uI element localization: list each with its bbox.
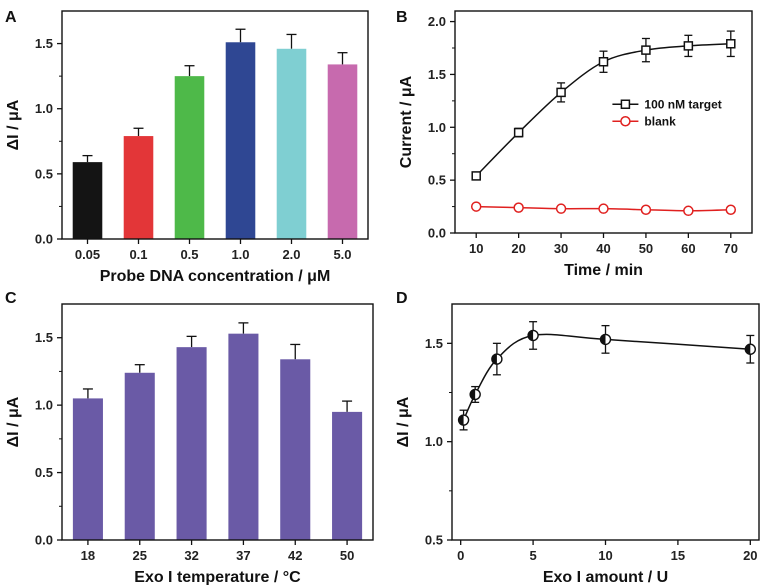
panel-c-bar-1 [124,372,155,540]
panel-d-series-0-point-half-2 [491,354,497,365]
panel-c-bar-3 [228,333,259,540]
panel-d-series-0-point-half-1 [470,389,476,400]
panel-a-bar-4 [276,48,307,240]
panel-a-bar-1 [123,136,154,239]
panel-b-ylabel: Current / μA [398,75,415,168]
panel-d-series-0-point-half-4 [600,334,606,345]
panel-b-ytick-label: 1.0 [428,120,446,135]
panel-b-xtick-label: 70 [724,241,738,256]
panel-d-xlabel: Exo I amount / U [543,569,668,585]
panel-b-series-0-point-1 [513,127,524,138]
panel-d-xtick-label: 5 [529,548,536,563]
panel-b-series-1-point-0 [470,201,482,212]
panel-c-xtick-label: 32 [184,548,198,563]
panel-b-ytick-label: 0.0 [428,226,446,241]
panel-c-bar-5 [332,411,363,540]
panel-b-series-0-point-2 [556,87,566,98]
panel-d-series-0-line [462,333,751,421]
panel-b: B 0.0 0.5 1.0 1.5 2.0 Current / μA 10 20 30 40 50 60… [396,9,753,279]
panel-b-series-0-point-0 [471,171,481,181]
panel-d: D 0.5 1.0 1.5 ΔI / μA 0 5 10 15 20 Exo I amount / … [395,290,760,585]
panel-d-ytick-label: 1.0 [425,434,443,449]
panel-a-ytick-label: 1.5 [35,36,53,51]
panel-b-label: B [396,9,408,26]
panel-b-xtick-label: 10 [469,241,483,256]
panel-a-xtick-label: 0.1 [129,247,147,262]
panel-b-xtick-label: 30 [554,241,568,256]
panel-d-ytick-label: 1.5 [425,336,443,351]
panel-d-frame [451,303,760,541]
panel-b-xtick-label: 40 [596,241,610,256]
panel-d-series-0-point-half-3 [528,330,534,341]
panel-b-series-0-point-5 [683,41,694,51]
panel-a-xtick-label: 0.05 [75,247,100,262]
panel-c: C 0.0 0.5 1.0 1.5 ΔI / μA 18 25 32 37 42 50 Exo I te… [5,290,374,585]
panel-a-xtick-label: 0.5 [180,247,198,262]
panel-c-xtick-label: 50 [340,548,354,563]
panel-c-bar-4 [280,359,311,540]
panel-c-ytick-label: 1.5 [35,330,53,345]
panel-d-xtick-label: 0 [457,548,464,563]
panel-c-bar-2 [176,347,207,540]
panel-b-series-0-point-3 [598,56,609,67]
panel-d-series-0-point-half-5 [745,344,751,355]
panel-b-legend-label-1: blank [644,115,676,129]
panel-d-xtick-label: 20 [743,548,757,563]
panel-b-xtick-label: 50 [639,241,653,256]
panel-a-bar-2 [174,76,205,240]
panel-c-xlabel: Exo I temperature / °C [134,569,301,585]
panel-c-bar-0 [72,398,103,540]
panel-c-xtick-label: 18 [81,548,95,563]
panel-a-ytick-label: 1.0 [35,101,53,116]
panel-b-legend-label-0: 100 nM target [644,98,721,112]
panel-b-series-1-point-4 [640,204,652,215]
panel-b-ytick-label: 0.5 [428,173,446,188]
panel-c-xtick-label: 25 [133,548,147,563]
panel-c-frame [61,303,374,541]
panel-a-xtick-label: 5.0 [333,247,351,262]
panel-b-ytick-label: 1.5 [428,67,446,82]
panel-d-ytick-label: 0.5 [425,533,443,548]
panel-c-ytick-label: 1.0 [35,398,53,413]
panel-a-xtick-label: 2.0 [282,247,300,262]
panel-b-xlabel: Time / min [564,262,643,279]
panel-b-legend-marker-1 [620,115,631,127]
panel-b-series-1-point-1 [513,202,524,213]
panel-b-series-1-point-2 [555,203,567,214]
panel-b-xtick-label: 20 [511,241,525,256]
panel-c-label: C [5,290,17,307]
panel-a-ytick-label: 0.5 [35,166,53,181]
panel-d-xtick-label: 10 [598,548,612,563]
panel-d-ylabel: ΔI / μA [395,396,412,447]
panel-a-ylabel: ΔI / μA [5,99,22,150]
panel-b-legend-marker-0 [620,99,631,109]
panel-b-xtick-label: 60 [681,241,695,256]
panel-c-ylabel: ΔI / μA [5,396,22,447]
panel-c-ytick-label: 0.5 [35,465,53,480]
panel-b-series-0-point-6 [726,39,736,49]
panel-a: A 0.0 0.5 1.0 1.5 ΔI / μA 0.05 0.1 0.5 1.0 2.0 5.0P… [5,9,369,285]
panel-b-series-0-point-4 [641,45,651,55]
panel-a-bar-5 [327,64,358,239]
panel-d-label: D [396,290,408,307]
panel-c-ytick-label: 0.0 [35,533,53,548]
panel-a-bar-3 [225,42,256,239]
panel-b-series-1-point-3 [598,203,609,214]
panel-c-xtick-label: 42 [288,548,302,563]
panel-a-xtick-label: 1.0 [231,247,249,262]
panel-a-xlabel: Probe DNA concentration / μM [100,268,331,285]
panel-c-xtick-label: 37 [236,548,250,563]
panel-a-frame [61,10,369,240]
panel-b-series-1-point-5 [683,205,694,217]
panel-b-ytick-label: 2.0 [428,14,446,29]
panel-d-series-0-point-half-0 [458,415,464,426]
panel-a-bar-0 [72,162,103,239]
panel-a-label: A [5,9,17,26]
panel-a-ytick-label: 0.0 [35,232,53,247]
panel-b-frame [454,10,753,234]
panel-d-xtick-label: 15 [671,548,685,563]
panel-b-series-1-point-6 [725,204,737,215]
